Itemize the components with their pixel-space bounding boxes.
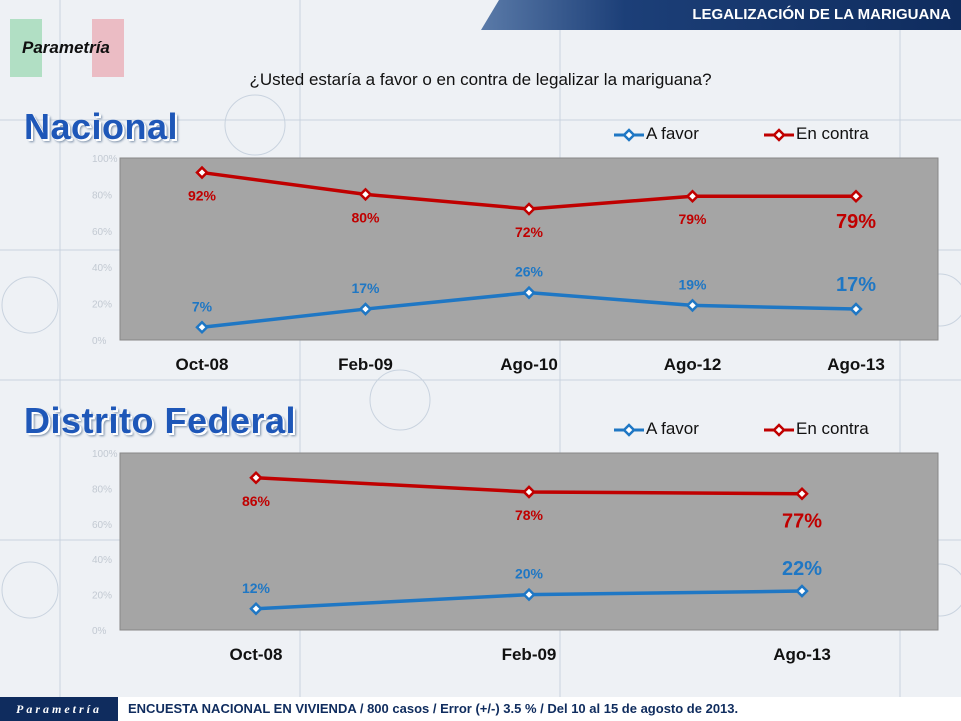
legend-item-favor: A favor: [612, 124, 699, 144]
legend-favor-label: A favor: [646, 124, 699, 143]
y-tick-label: 100%: [92, 449, 118, 460]
data-point-contra: [795, 486, 809, 501]
data-label-contra: 92%: [188, 188, 217, 204]
y-tick-label: 20%: [92, 591, 112, 602]
data-point-favor: [522, 285, 536, 300]
y-tick-label: 80%: [92, 484, 112, 495]
legend-distrito-federal: A favor En contra: [0, 419, 961, 443]
data-point-contra: [195, 165, 209, 180]
y-tick-label: 60%: [92, 227, 112, 238]
y-tick-label: 40%: [92, 555, 112, 566]
x-tick-label: Feb-09: [338, 355, 393, 374]
legend-favor-marker-icon: [614, 127, 644, 142]
data-label-contra: 86%: [242, 493, 271, 509]
data-point-favor: [795, 584, 809, 598]
legend-contra-marker-icon: [764, 422, 794, 437]
data-point-contra: [522, 202, 536, 216]
chart-distrito-federal: 0% 20% 40% 60% 80% 100% Oct-08 Feb-09 Ago-13 12% 2…: [92, 449, 939, 664]
brand-label: Parametría: [22, 38, 110, 57]
y-tick-label: 20%: [92, 300, 112, 311]
data-label-contra: 72%: [515, 224, 544, 240]
x-tick-label: Oct-08: [230, 645, 283, 664]
data-label-favor: 12%: [242, 580, 271, 596]
y-tick-label: 40%: [92, 263, 112, 274]
data-point-contra: [358, 187, 373, 202]
chart-nacional: 0% 20% 40% 60% 80% 100% Oct-08 Feb-09 Ago-10 Ago-…: [92, 154, 939, 374]
legend-contra-marker-icon: [764, 127, 794, 142]
data-label-contra: 79%: [836, 211, 876, 233]
data-point-favor: [522, 587, 536, 602]
x-tick-label: Ago-10: [500, 355, 558, 374]
data-point-contra: [249, 471, 263, 485]
legend-item-favor: A favor: [612, 419, 699, 439]
header-title: LEGALIZACIÓN DE LA MARIGUANA: [692, 6, 951, 23]
data-label-favor: 19%: [678, 276, 707, 292]
footer-brand: Parametría: [0, 697, 118, 721]
data-point-favor: [195, 320, 209, 335]
data-point-favor: [249, 601, 263, 616]
x-tick-label: Ago-13: [827, 355, 885, 374]
x-tick-label: Ago-13: [773, 645, 831, 664]
data-label-contra: 78%: [515, 507, 544, 523]
footer: Parametría ENCUESTA NACIONAL EN VIVIENDA…: [0, 697, 961, 721]
data-label-contra: 80%: [351, 209, 380, 225]
y-tick-label: 0%: [92, 336, 107, 347]
data-label-favor: 20%: [515, 566, 544, 582]
logo-green-block: [10, 19, 42, 77]
x-tick-label: Feb-09: [502, 645, 557, 664]
section-title-distrito-federal: Distrito Federal: [24, 400, 297, 441]
section-title-nacional: Nacional: [24, 106, 179, 147]
data-label-favor: 7%: [192, 298, 213, 314]
survey-question: ¿Usted estaría a favor o en contra de le…: [249, 70, 712, 89]
data-label-favor: 22%: [782, 558, 822, 580]
data-label-favor: 17%: [351, 280, 380, 296]
legend-favor-label: A favor: [646, 419, 699, 438]
data-point-contra: [849, 189, 863, 203]
data-label-contra: 79%: [678, 211, 707, 227]
data-point-contra: [522, 485, 536, 499]
legend-item-contra: En contra: [762, 124, 869, 144]
legend-contra-label: En contra: [796, 419, 869, 438]
y-tick-label: 100%: [92, 154, 118, 165]
data-point-contra: [685, 189, 700, 203]
data-label-favor: 26%: [515, 264, 544, 280]
y-tick-label: 80%: [92, 190, 112, 201]
data-label-contra: 77%: [782, 511, 822, 533]
y-tick-label: 60%: [92, 520, 112, 531]
legend-favor-marker-icon: [614, 422, 644, 437]
header-bar: LEGALIZACIÓN DE LA MARIGUANA: [481, 0, 961, 30]
footer-note: ENCUESTA NACIONAL EN VIVIENDA / 800 caso…: [128, 701, 739, 716]
plot-area: [119, 157, 939, 341]
data-point-favor: [358, 302, 373, 316]
plot-area: [119, 452, 939, 631]
legend-item-contra: En contra: [762, 419, 869, 439]
y-tick-label: 0%: [92, 626, 107, 637]
x-tick-label: Ago-12: [664, 355, 722, 374]
data-point-favor: [849, 302, 863, 316]
data-label-favor: 17%: [836, 274, 876, 296]
data-point-favor: [685, 298, 700, 313]
legend-nacional: A favor En contra: [0, 124, 961, 148]
x-tick-label: Oct-08: [176, 355, 229, 374]
legend-contra-label: En contra: [796, 124, 869, 143]
logo-red-block: [92, 19, 124, 77]
